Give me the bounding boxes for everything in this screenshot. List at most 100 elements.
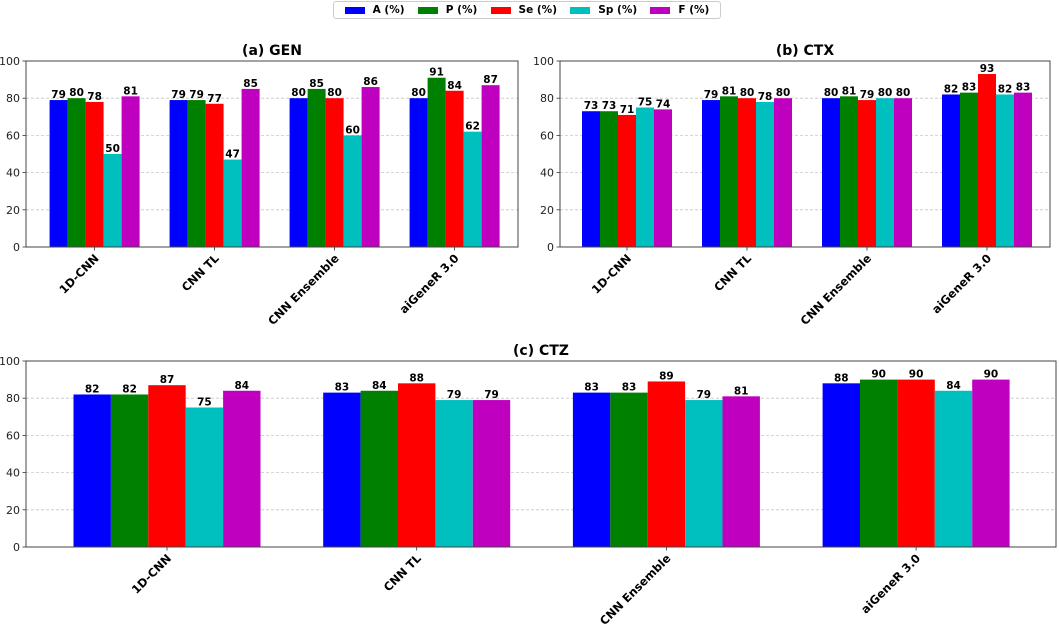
data-label: 74 (656, 98, 671, 110)
data-label: 79 (447, 389, 462, 401)
bar (960, 92, 978, 248)
data-label: 80 (896, 87, 911, 99)
y-tick-label: 100 (533, 55, 554, 68)
data-label: 85 (243, 78, 258, 90)
bar (343, 135, 362, 247)
bar (618, 114, 636, 247)
x-tick-label: CNN Ensemble (597, 551, 674, 628)
x-tick-label: aiGeneR 3.0 (397, 251, 462, 316)
data-label: 90 (909, 369, 924, 381)
data-label: 86 (363, 76, 378, 88)
axes-frame (25, 60, 519, 248)
data-label: 80 (411, 87, 426, 99)
bar (67, 98, 86, 247)
bar (289, 98, 308, 247)
y-tick-label: 0 (13, 541, 20, 554)
data-label: 83 (584, 382, 599, 394)
bar (738, 98, 756, 247)
x-tick-label: CNN TL (179, 251, 223, 295)
bar (223, 159, 242, 247)
data-label: 71 (620, 104, 635, 116)
legend-label: A (%) (372, 4, 405, 16)
legend-label: Sp (%) (598, 4, 638, 16)
legend-swatch (344, 6, 365, 14)
bar (169, 100, 188, 247)
data-label: 91 (429, 67, 444, 79)
y-tick-label: 0 (547, 241, 554, 254)
data-label: 88 (409, 372, 424, 384)
y-tick-label: 40 (6, 467, 20, 480)
bar (610, 392, 648, 547)
data-label: 81 (734, 385, 749, 397)
data-label: 47 (225, 149, 240, 161)
data-label: 78 (87, 91, 102, 103)
data-label: 79 (189, 89, 204, 101)
bar (1014, 92, 1032, 248)
bar (325, 98, 344, 247)
y-tick-label: 60 (540, 129, 554, 142)
data-label: 90 (871, 369, 886, 381)
data-label: 83 (335, 382, 350, 394)
bar (445, 90, 464, 247)
data-label: 79 (704, 89, 719, 101)
bar (427, 77, 446, 248)
data-label: 85 (309, 78, 324, 90)
data-label: 83 (622, 382, 637, 394)
data-label: 81 (722, 85, 737, 97)
bar (49, 100, 68, 247)
bar (110, 394, 149, 547)
axes-frame (25, 360, 1057, 548)
y-tick-label: 80 (6, 92, 20, 105)
x-tick-label: aiGeneR 3.0 (858, 551, 923, 616)
data-label: 84 (372, 380, 387, 392)
bar (398, 383, 436, 547)
legend-item-f: F (%) (650, 4, 709, 16)
bar (572, 392, 611, 547)
y-tick-label: 60 (6, 429, 20, 442)
data-label: 75 (197, 397, 212, 409)
x-tick-label: 1D-CNN (589, 251, 634, 296)
bar (435, 400, 473, 547)
bar (323, 392, 361, 547)
data-label: 50 (105, 143, 120, 155)
data-label: 93 (980, 63, 995, 75)
data-label: 78 (758, 91, 773, 103)
data-label: 84 (447, 80, 462, 92)
bar (722, 396, 760, 547)
y-tick-label: 20 (6, 504, 20, 517)
bar (582, 111, 600, 247)
bar (148, 385, 186, 547)
data-label: 89 (659, 370, 674, 382)
bar (720, 96, 738, 247)
legend-item-sp: Sp (%) (570, 4, 637, 16)
bar (774, 98, 792, 247)
bar (972, 379, 1010, 547)
bar (934, 390, 973, 547)
bar (85, 101, 104, 247)
data-label: 83 (962, 82, 977, 94)
bar (205, 103, 224, 247)
bar (996, 94, 1014, 247)
bar (241, 88, 260, 248)
data-label: 80 (776, 87, 791, 99)
data-label: 81 (123, 85, 138, 97)
data-label: 80 (878, 87, 893, 99)
y-tick-label: 40 (540, 167, 554, 180)
bar (600, 111, 618, 247)
bar (978, 74, 996, 248)
legend-label: F (%) (678, 4, 710, 16)
bar (654, 109, 672, 247)
data-label: 88 (834, 372, 849, 384)
chart-title: (a) GEN (242, 43, 302, 59)
bar (685, 400, 723, 547)
data-label: 90 (984, 369, 999, 381)
bar (756, 101, 774, 247)
legend: A (%) P (%) Se (%) Sp (%) F (%) (333, 1, 721, 19)
x-tick-label: CNN TL (711, 251, 755, 295)
legend-swatch (570, 6, 591, 14)
legend-item-a: A (%) (344, 4, 405, 16)
bar (121, 96, 140, 247)
x-tick-label: 1D-CNN (56, 251, 101, 296)
bar (361, 87, 380, 247)
